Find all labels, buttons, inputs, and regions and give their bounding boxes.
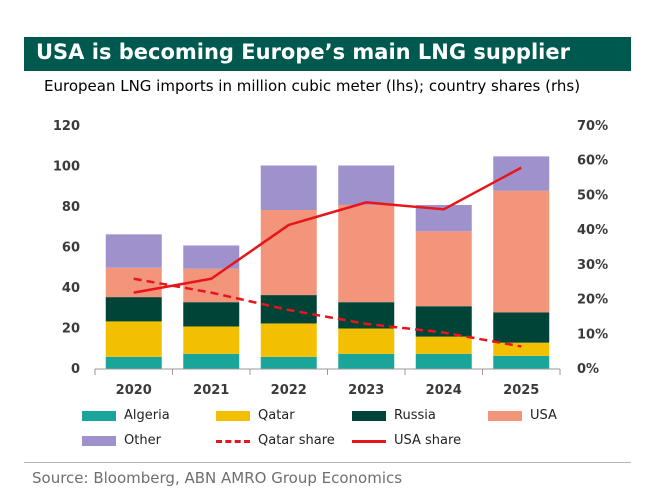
y-right-tick-label: 30% xyxy=(577,258,608,273)
legend-label: Russia xyxy=(394,408,436,423)
legend-label: Algeria xyxy=(124,408,170,423)
bar-other-2023 xyxy=(338,165,395,205)
footer-divider xyxy=(24,462,631,463)
x-tick-label: 2024 xyxy=(426,383,462,398)
bar-qatar-2024 xyxy=(415,336,472,354)
bar-usa-2023 xyxy=(338,204,395,303)
legend-swatch xyxy=(352,411,386,421)
y-left-tick-label: 120 xyxy=(53,119,80,134)
legend-swatch xyxy=(82,411,116,421)
legend-swatch xyxy=(352,440,386,443)
bar-qatar-2023 xyxy=(338,328,395,354)
y-left-tick-label: 80 xyxy=(62,200,80,215)
legend-swatch xyxy=(216,411,250,421)
y-right-tick-label: 0% xyxy=(577,362,599,377)
x-tick-label: 2021 xyxy=(193,383,229,398)
y-left-tick-label: 20 xyxy=(62,322,80,337)
y-right-tick-label: 20% xyxy=(577,293,608,308)
line-qatar-share xyxy=(133,277,522,348)
y-right-tick-label: 70% xyxy=(577,119,608,134)
y-right-tick-label: 60% xyxy=(577,154,608,169)
legend-label: USA share xyxy=(394,433,462,448)
x-tick-label: 2022 xyxy=(271,383,307,398)
legend-label: Qatar share xyxy=(258,433,335,448)
y-left-tick-label: 60 xyxy=(62,241,80,256)
x-tick-label: 2025 xyxy=(503,383,539,398)
title-bar: USA is becoming Europe’s main LNG suppli… xyxy=(24,37,631,71)
bar-qatar-2021 xyxy=(183,326,240,354)
legend-swatch xyxy=(488,411,522,421)
bar-usa-2022 xyxy=(260,210,317,296)
bar-russia-2020 xyxy=(105,297,162,322)
source-note: Source: Bloomberg, ABN AMRO Group Econom… xyxy=(32,469,403,487)
y-right-tick-label: 40% xyxy=(577,223,608,238)
bar-other-2021 xyxy=(183,245,240,269)
bar-algeria-2024 xyxy=(415,353,472,369)
y-left-tick-label: 40 xyxy=(62,281,80,296)
y-right-tick-label: 50% xyxy=(577,188,608,203)
bar-usa-2024 xyxy=(415,231,472,307)
bar-qatar-2020 xyxy=(105,321,162,357)
y-left-tick-label: 100 xyxy=(53,160,80,175)
bar-other-2022 xyxy=(260,165,317,211)
bar-qatar-2022 xyxy=(260,323,317,357)
bar-algeria-2025 xyxy=(493,355,550,369)
bar-algeria-2021 xyxy=(183,353,240,369)
chart-title: USA is becoming Europe’s main LNG suppli… xyxy=(36,40,570,64)
legend-swatch xyxy=(82,436,116,446)
bar-russia-2025 xyxy=(493,312,550,343)
x-tick-label: 2020 xyxy=(116,383,152,398)
y-left-tick-label: 0 xyxy=(71,362,80,377)
bar-qatar-2025 xyxy=(493,342,550,356)
legend-label: USA xyxy=(530,408,557,423)
legend-label: Qatar xyxy=(258,408,295,423)
line-usa-share xyxy=(133,166,522,294)
x-tick-label: 2023 xyxy=(348,383,384,398)
bar-usa-2025 xyxy=(493,190,550,313)
chart-subtitle: European LNG imports in million cubic me… xyxy=(44,77,581,95)
bar-algeria-2022 xyxy=(260,356,317,369)
bar-algeria-2020 xyxy=(105,356,162,369)
bar-russia-2021 xyxy=(183,302,240,327)
bar-other-2025 xyxy=(493,156,550,191)
bar-algeria-2023 xyxy=(338,353,395,369)
bar-other-2020 xyxy=(105,234,162,268)
y-right-tick-label: 10% xyxy=(577,327,608,342)
legend-label: Other xyxy=(124,433,161,448)
legend-swatch xyxy=(216,440,250,443)
